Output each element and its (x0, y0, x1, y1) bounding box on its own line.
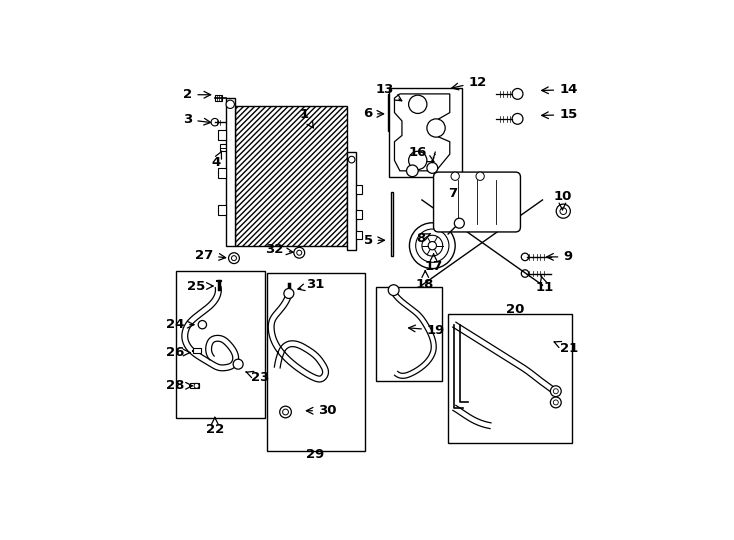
Circle shape (226, 100, 234, 109)
Circle shape (198, 321, 206, 329)
Text: 1: 1 (299, 108, 313, 128)
Circle shape (194, 383, 199, 388)
Polygon shape (394, 94, 450, 171)
Circle shape (388, 285, 399, 295)
Bar (356, 231, 363, 239)
Circle shape (512, 113, 523, 124)
Circle shape (512, 89, 523, 99)
Circle shape (284, 288, 294, 299)
Circle shape (410, 223, 455, 268)
Text: 30: 30 (306, 404, 336, 417)
Text: 17: 17 (424, 254, 443, 273)
Bar (225, 98, 235, 246)
Circle shape (211, 118, 219, 126)
Text: 3: 3 (184, 113, 211, 126)
Circle shape (521, 270, 528, 277)
Text: 5: 5 (364, 234, 385, 247)
Text: 20: 20 (506, 303, 525, 316)
Text: 9: 9 (547, 251, 573, 264)
Bar (388, 94, 392, 131)
Circle shape (422, 235, 443, 256)
Bar (347, 152, 356, 250)
Circle shape (428, 241, 437, 250)
Text: 32: 32 (266, 244, 293, 256)
Circle shape (550, 397, 562, 408)
Circle shape (560, 208, 567, 214)
Bar (215, 94, 222, 102)
Circle shape (550, 386, 562, 396)
Circle shape (521, 253, 528, 261)
Text: 7: 7 (448, 187, 458, 200)
Text: 14: 14 (542, 83, 578, 96)
Bar (235, 106, 347, 246)
Text: 24: 24 (166, 318, 194, 331)
Text: 8: 8 (416, 232, 431, 245)
Text: 18: 18 (416, 271, 435, 291)
Bar (356, 210, 363, 219)
Circle shape (451, 172, 459, 180)
Bar (190, 383, 199, 388)
Circle shape (233, 359, 243, 369)
Circle shape (407, 165, 418, 177)
Text: 15: 15 (542, 108, 578, 121)
Text: 28: 28 (166, 379, 192, 392)
Circle shape (409, 151, 427, 170)
Bar (390, 192, 393, 256)
FancyBboxPatch shape (434, 172, 520, 232)
Circle shape (427, 163, 437, 173)
Circle shape (280, 406, 291, 418)
Bar (220, 144, 230, 151)
Circle shape (228, 253, 239, 264)
Text: 12: 12 (451, 76, 487, 90)
Text: 31: 31 (298, 278, 324, 291)
Text: 19: 19 (409, 323, 445, 336)
Text: 4: 4 (211, 151, 222, 169)
Circle shape (231, 255, 236, 261)
Circle shape (409, 95, 427, 113)
Circle shape (427, 119, 446, 137)
Text: 25: 25 (187, 280, 213, 293)
Text: 11: 11 (535, 275, 553, 294)
Circle shape (553, 400, 559, 405)
Bar (267, 273, 365, 451)
Circle shape (454, 218, 465, 228)
Circle shape (415, 229, 449, 262)
Text: 10: 10 (553, 190, 572, 210)
Circle shape (476, 172, 484, 180)
Text: 13: 13 (375, 83, 401, 101)
Text: 21: 21 (554, 341, 578, 355)
Text: 16: 16 (409, 146, 434, 162)
Circle shape (556, 204, 570, 218)
Text: 22: 22 (206, 417, 224, 436)
Bar (390, 87, 462, 177)
Circle shape (294, 247, 305, 258)
Bar (193, 348, 200, 353)
Bar (175, 271, 265, 418)
Circle shape (553, 389, 559, 394)
Bar (218, 168, 225, 178)
Text: 26: 26 (166, 346, 190, 359)
Text: 23: 23 (246, 371, 270, 384)
Circle shape (349, 156, 355, 163)
Bar (218, 205, 225, 215)
Text: 29: 29 (305, 448, 324, 461)
Bar (356, 185, 363, 194)
Text: 27: 27 (195, 249, 225, 262)
Circle shape (283, 409, 288, 415)
Bar (448, 314, 572, 443)
Text: 2: 2 (184, 88, 211, 101)
Bar (218, 131, 225, 140)
Circle shape (297, 250, 302, 255)
Text: 6: 6 (363, 107, 384, 120)
Bar (377, 287, 442, 381)
